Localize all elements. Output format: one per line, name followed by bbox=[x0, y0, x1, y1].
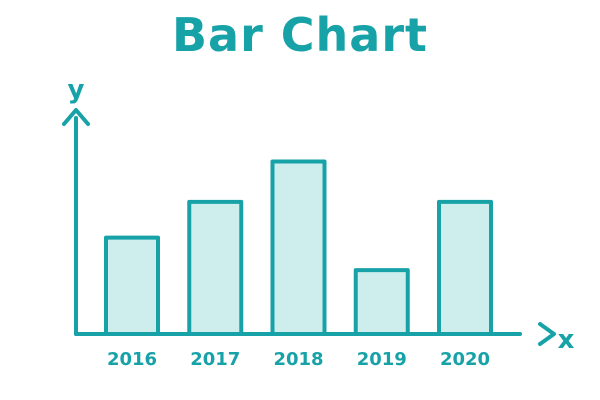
bar-2020 bbox=[437, 199, 493, 336]
bar-2016 bbox=[104, 235, 160, 336]
x-tick-label-2018: 2018 bbox=[273, 349, 323, 370]
x-axis-label: x bbox=[558, 325, 575, 355]
x-tick-label-2020: 2020 bbox=[440, 349, 490, 370]
x-tick-labels: 2016 2017 2018 2019 2020 bbox=[107, 349, 490, 370]
y-axis-arrowhead bbox=[62, 108, 90, 126]
bar-2017 bbox=[187, 199, 244, 336]
x-tick-label-2016: 2016 bbox=[107, 349, 157, 370]
x-tick-label-2019: 2019 bbox=[357, 349, 407, 370]
bars-group bbox=[104, 159, 493, 337]
x-tick-label-2017: 2017 bbox=[190, 349, 240, 370]
chart-title: Bar Chart bbox=[171, 8, 429, 62]
bar-2018 bbox=[270, 159, 327, 336]
x-axis-arrowhead bbox=[538, 322, 556, 346]
bar-2019 bbox=[353, 268, 410, 337]
y-axis-label: y bbox=[68, 75, 85, 105]
